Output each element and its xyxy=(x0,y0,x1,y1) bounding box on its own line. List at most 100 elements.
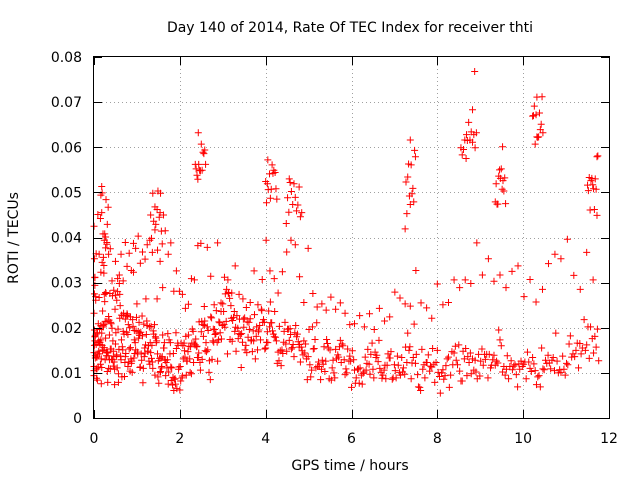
data-point xyxy=(108,277,116,285)
data-point xyxy=(103,240,111,248)
data-point xyxy=(153,206,161,214)
data-point xyxy=(323,335,331,343)
data-point xyxy=(164,250,172,258)
data-point xyxy=(490,351,498,359)
data-point xyxy=(590,206,598,214)
x-axis-label: GPS time / hours xyxy=(291,458,408,474)
data-point xyxy=(231,262,239,270)
data-point xyxy=(411,146,419,154)
data-point xyxy=(335,353,343,361)
data-point xyxy=(236,331,244,339)
data-point xyxy=(467,280,475,288)
data-point xyxy=(351,366,359,374)
data-point xyxy=(100,321,108,329)
data-point xyxy=(593,325,601,333)
data-point xyxy=(254,346,262,354)
data-point xyxy=(142,331,150,339)
data-point xyxy=(175,287,183,295)
data-point xyxy=(485,350,493,358)
data-point xyxy=(99,253,107,261)
data-point xyxy=(181,304,189,312)
data-point xyxy=(458,151,466,159)
data-point xyxy=(209,337,217,345)
data-point xyxy=(411,153,419,161)
data-point xyxy=(114,288,122,296)
data-point xyxy=(496,166,504,174)
data-point xyxy=(288,344,296,352)
data-point xyxy=(257,336,265,344)
data-point xyxy=(110,358,118,366)
x-tick-labels: 0 2 4 6 8 10 12 xyxy=(90,431,618,447)
data-point xyxy=(318,300,326,308)
data-point xyxy=(194,129,202,137)
data-point xyxy=(450,276,458,284)
data-point xyxy=(575,364,583,372)
x-tick-label: 8 xyxy=(433,431,442,447)
y-axis-label: ROTI / TECUs xyxy=(6,192,22,284)
data-point xyxy=(167,239,175,247)
data-point xyxy=(287,236,295,244)
data-point xyxy=(201,146,209,154)
data-point xyxy=(231,327,239,335)
y-tick-label: 0.03 xyxy=(51,276,82,292)
data-point xyxy=(374,358,382,366)
data-point xyxy=(217,299,225,307)
data-point xyxy=(394,361,402,369)
data-point xyxy=(268,319,276,327)
data-point xyxy=(100,269,108,277)
data-point xyxy=(591,175,599,183)
data-point xyxy=(159,284,167,292)
data-point xyxy=(153,337,161,345)
data-point xyxy=(473,239,481,247)
data-point xyxy=(249,327,257,335)
data-point xyxy=(269,327,277,335)
data-point xyxy=(119,346,127,354)
data-point xyxy=(444,298,452,306)
data-point xyxy=(123,262,131,270)
data-point xyxy=(472,129,480,137)
data-point xyxy=(379,371,387,379)
data-point xyxy=(531,367,539,375)
data-point xyxy=(102,334,110,342)
data-point xyxy=(540,366,548,374)
data-point xyxy=(151,371,159,379)
data-point xyxy=(125,345,133,353)
data-point xyxy=(356,364,364,372)
y-tick-label: 0.01 xyxy=(51,366,82,382)
data-point xyxy=(559,352,567,360)
data-point xyxy=(547,365,555,373)
data-point xyxy=(466,349,474,357)
data-point xyxy=(324,344,332,352)
data-point xyxy=(103,348,111,356)
data-point xyxy=(478,271,486,279)
data-point xyxy=(401,300,409,308)
data-point xyxy=(239,315,247,323)
data-point xyxy=(531,140,539,148)
data-point xyxy=(462,345,470,353)
data-point xyxy=(348,383,355,391)
grid-lines xyxy=(94,57,609,418)
data-point xyxy=(406,302,414,310)
data-point xyxy=(147,211,155,219)
data-point xyxy=(96,350,104,358)
data-point xyxy=(211,331,219,339)
data-point xyxy=(339,342,347,350)
data-point xyxy=(97,355,105,363)
data-point xyxy=(536,383,544,391)
data-point xyxy=(137,328,145,336)
y-tick-label: 0.08 xyxy=(51,50,82,66)
data-point xyxy=(398,354,406,362)
data-point xyxy=(592,343,600,351)
data-point xyxy=(589,276,597,284)
data-point xyxy=(463,131,471,139)
data-point xyxy=(471,144,479,152)
data-point xyxy=(301,349,309,357)
data-point xyxy=(157,227,165,235)
data-point xyxy=(245,318,253,326)
data-point xyxy=(368,339,376,347)
data-point xyxy=(226,294,234,302)
data-point xyxy=(444,353,452,361)
data-point xyxy=(216,329,224,337)
data-point xyxy=(125,249,133,257)
